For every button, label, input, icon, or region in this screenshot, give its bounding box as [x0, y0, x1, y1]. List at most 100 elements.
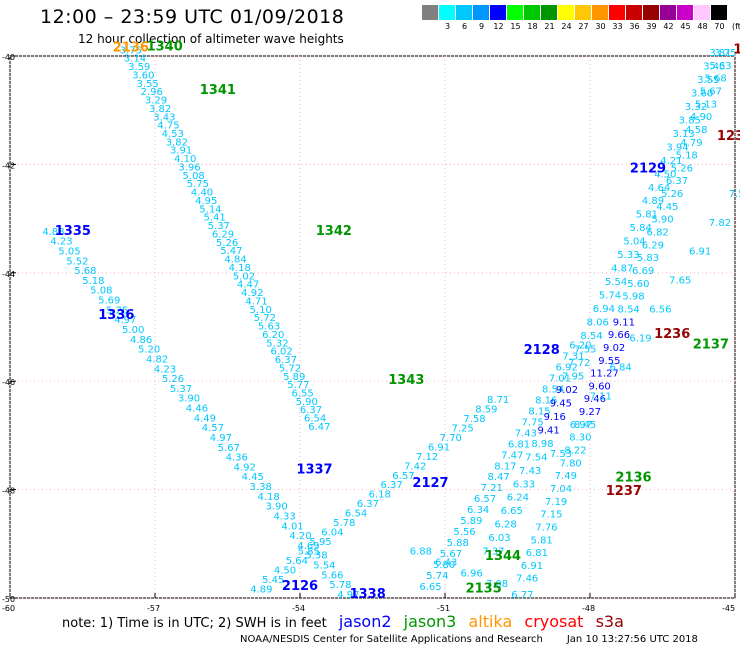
wave-height-value: 7.21 [481, 483, 503, 494]
wave-height-value: 4.97 [337, 590, 359, 601]
credit-text: NOAA/NESDIS Center for Satellite Applica… [240, 634, 543, 645]
wave-height-value: 6.20 [569, 341, 591, 352]
wave-height-value: 7.53 [550, 449, 572, 460]
page-subtitle: 12 hour collection of altimeter wave hei… [78, 32, 344, 46]
wave-height-value: 8.54 [542, 385, 564, 396]
wave-height-value: 4.84 [224, 255, 246, 266]
legend-label: 18 [527, 22, 538, 31]
wave-height-value: 5.78 [329, 580, 351, 591]
wave-height-value: 5.26 [162, 374, 184, 385]
wave-height-value: 5.63 [709, 61, 731, 72]
wave-height-value: 6.54 [304, 414, 326, 425]
wave-height-value: 8.16 [535, 395, 557, 406]
wave-height-value: 5.26 [661, 189, 683, 200]
wave-height-value: 7.11 [590, 391, 612, 402]
wave-height-value: 5.84 [630, 223, 652, 234]
legend-swatch [490, 5, 507, 20]
wave-height-value: 6.57 [392, 471, 414, 482]
wave-height-value: 5.89 [283, 372, 305, 383]
legend-label: 30 [595, 22, 606, 31]
pass-label: 2137 [693, 338, 729, 353]
wave-height-value: 9.46 [584, 394, 606, 405]
satellite-cryosat: cryosat [524, 612, 584, 631]
legend-label: 21 [544, 22, 555, 31]
wave-height-value: 5.85 [298, 547, 320, 558]
wave-height-value: 6.81 [526, 548, 548, 559]
legend-label: 3 [444, 22, 451, 31]
wave-height-value: 5.81 [636, 210, 658, 221]
wave-height-value: 7.80 [560, 458, 582, 469]
wave-height-value: 6.57 [474, 494, 496, 505]
wave-height-value: 5.14 [199, 204, 221, 215]
wave-height-value: 5.32 [266, 338, 288, 349]
wave-height-value: 3.91 [170, 146, 192, 157]
wave-height-value: 3.38 [250, 482, 272, 493]
wave-height-value: 7.55 [574, 344, 596, 355]
wave-height-value: 3.29 [145, 96, 167, 107]
wave-height-value: 4.01 [281, 521, 303, 532]
wave-height-value: 3.59 [128, 62, 150, 73]
legend-label: 36 [629, 22, 640, 31]
pass-label: 2136 [113, 41, 149, 56]
wave-height-value: 9.45 [550, 398, 572, 409]
wave-height-value: 4.21 [660, 156, 682, 167]
wave-height-value: 3.82 [149, 104, 171, 115]
wave-height-value: 9.16 [544, 412, 566, 423]
wave-height-value: 8.59 [475, 404, 497, 415]
lon-tick-label: -51 [437, 604, 450, 613]
wave-height-value: 9.02 [556, 385, 578, 396]
wave-height-value: 5.67 [700, 86, 722, 97]
wave-height-value: 4.40 [191, 188, 213, 199]
wave-height-value: 4.69 [297, 541, 319, 552]
lon-tick-label: -54 [292, 604, 305, 613]
wave-height-value: 4.23 [154, 364, 176, 375]
wave-height-value: 8.71 [487, 395, 509, 406]
wave-height-value: 4.53 [162, 129, 184, 140]
wave-height-value: 3.32 [685, 102, 707, 113]
wave-height-value: 4.87 [611, 264, 633, 275]
wave-height-value: 6.77 [511, 590, 533, 601]
wave-height-value: 8.15 [528, 406, 550, 417]
wave-height-value: 6.65 [419, 582, 441, 593]
wave-height-value: 5.68 [74, 266, 96, 277]
wave-height-value: 4.79 [680, 138, 702, 149]
wave-height-value: 6.29 [642, 240, 664, 251]
wave-height-value: 6.28 [494, 520, 516, 531]
wave-height-value: 5.56 [453, 527, 475, 538]
wave-height-value: 5.13 [695, 99, 717, 110]
wave-height-value: 3.13 [673, 129, 695, 140]
wave-height-value: 5.08 [90, 286, 112, 297]
wave-height-value: 5.33 [617, 250, 639, 261]
wave-height-value: 3.75 [120, 45, 142, 56]
wave-height-value: 5.47 [220, 246, 242, 257]
wave-height-value: 6.04 [321, 528, 343, 539]
legend-swatch [677, 5, 694, 20]
wave-height-value: 5.66 [321, 570, 343, 581]
wave-height-value: 7.46 [516, 574, 538, 585]
legend-label: 48 [697, 22, 708, 31]
wave-height-value: 7.70 [440, 433, 462, 444]
legend-swatch [524, 5, 541, 20]
wave-height-value: 7.53 [729, 189, 740, 200]
wave-height-value: 7.65 [669, 276, 691, 287]
wave-height-value: 6.69 [632, 266, 654, 277]
wave-height-value: 5.63 [258, 322, 280, 333]
wave-height-value: 7.08 [486, 579, 508, 590]
wave-height-value: 7.43 [519, 466, 541, 477]
lat-tick-label: -48 [2, 487, 15, 496]
lon-tick-label: -45 [722, 604, 735, 613]
pass-label: 1236 [654, 327, 690, 342]
wave-height-value: 7.15 [540, 510, 562, 521]
wave-height-value: 7.01 [549, 374, 571, 385]
wave-height-value: 11.27 [590, 369, 619, 380]
pass-label: 1341 [200, 83, 236, 98]
wave-height-value: 5.54 [313, 561, 335, 572]
legend-label: 27 [578, 22, 589, 31]
wave-height-value: 6.19 [629, 333, 651, 344]
wave-height-value: 7.25 [452, 423, 474, 434]
wave-height-value: 3.94 [666, 142, 688, 153]
wave-height-value: 5.38 [305, 551, 327, 562]
wave-height-value: 5.90 [651, 215, 673, 226]
wave-height-value: 4.33 [273, 511, 295, 522]
